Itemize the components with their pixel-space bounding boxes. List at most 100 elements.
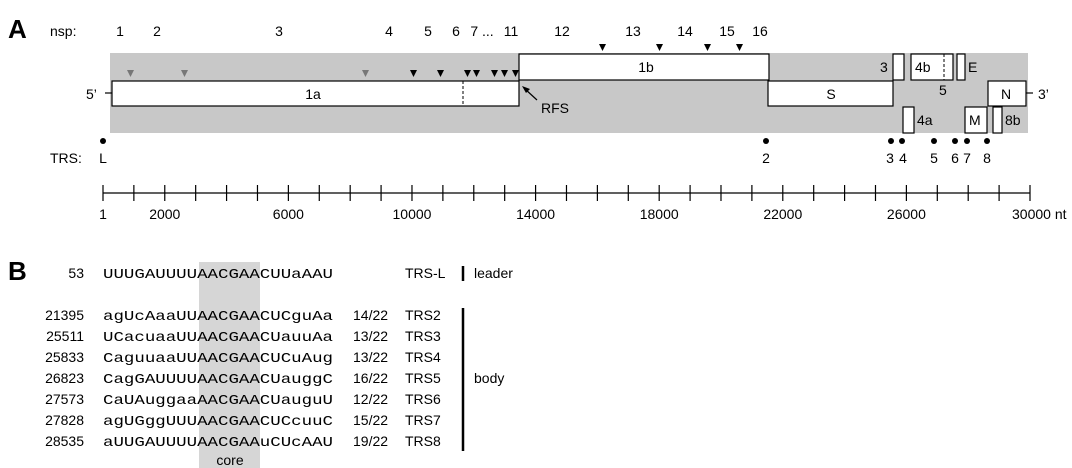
nsp-number: 15 (719, 23, 735, 39)
body-trs-name: TRS2 (405, 307, 441, 323)
gene-boxes (111, 53, 1027, 134)
rfs-label: RFS (541, 100, 569, 116)
core-highlight (199, 262, 260, 468)
cleavage-marker (464, 70, 471, 77)
trs-dots (100, 138, 990, 144)
body-row: 25833 CaguuaaUUAACGAACUCuAug 13/22 TRS4 (45, 349, 441, 367)
nsp-number: 16 (752, 23, 768, 39)
nsp-number: 1 (116, 23, 124, 39)
gene-label-e: E (968, 59, 977, 75)
nsp-number: 14 (677, 23, 693, 39)
nsp-label: nsp: (50, 23, 76, 39)
trs-marker-label: 4 (899, 150, 907, 166)
cleavage-marker (362, 70, 369, 77)
leader-position: 53 (68, 265, 84, 281)
gene-8b-box (992, 106, 1003, 134)
trs-dot-7 (964, 138, 970, 144)
rfs-arrow (522, 86, 538, 101)
leader-group-label: leader (474, 265, 513, 281)
body-score: 14/22 (353, 307, 388, 323)
gene-3-box (892, 53, 905, 81)
gene-4a-box (902, 106, 915, 134)
nsp-number: 4 (385, 23, 393, 39)
body-trs-name: TRS7 (405, 412, 441, 428)
axis-tick-label: 22000 (763, 206, 802, 222)
trs-marker-label: 5 (930, 150, 938, 166)
trs-dot-3 (888, 138, 894, 144)
gene-label-8b: 8b (1005, 112, 1021, 128)
body-position: 21395 (45, 307, 84, 323)
gene-label-3: 3 (880, 59, 888, 75)
cleavage-marker (599, 44, 606, 51)
cleavage-marker (491, 70, 498, 77)
cleavage-marker (704, 44, 711, 51)
axis-tick-label: 6000 (273, 206, 304, 222)
three-prime-label: 3’ (1038, 86, 1049, 102)
nsp-number: 3 (275, 23, 283, 39)
five-prime-label: 5’ (86, 86, 97, 102)
body-trs-name: TRS6 (405, 391, 441, 407)
gene-labels: 1a 1b S 3 4a 4b 5 E M 8b N (305, 59, 1021, 128)
body-position: 25833 (45, 349, 84, 365)
body-score: 19/22 (353, 433, 388, 449)
cleavage-marker (437, 70, 444, 77)
nsp-number: 13 (625, 23, 641, 39)
axis-tick-label: 14000 (516, 206, 555, 222)
body-trs-name: TRS8 (405, 433, 441, 449)
gene-label-4b: 4b (915, 59, 931, 75)
gene-e-box (956, 53, 966, 81)
body-rows: 21395 agUcAaaUUAACGAACUCguAa 14/22 TRS2 … (45, 307, 441, 451)
gene-label-4a: 4a (917, 112, 933, 128)
body-sequence: agUGggUUUAACGAACUCcuuC (103, 414, 333, 430)
leader-row: 53 UUUGAUUUUAACGAACUUaAAU TRS-L leader (68, 265, 513, 283)
body-position: 27828 (45, 412, 84, 428)
body-score: 15/22 (353, 412, 388, 428)
nsp-numbers: 1 2 3 4 5 6 7 ... 11 12 13 14 15 16 (116, 23, 768, 39)
nsp-number: 5 (424, 23, 432, 39)
nsp-number: 11 (504, 23, 519, 39)
body-sequence: aUUGAUUUUAACGAAuCUcAAU (103, 435, 333, 451)
trs-marker-label: 6 (951, 150, 959, 166)
gene-4b5-box (910, 53, 954, 81)
leader-trs-name: TRS-L (405, 265, 446, 281)
body-position: 27573 (45, 391, 84, 407)
axis-tick-label: 2000 (149, 206, 180, 222)
body-score: 13/22 (353, 349, 388, 365)
body-row: 27573 CaUAuggaaAACGAACUauguU 12/22 TRS6 (45, 391, 441, 409)
trs-marker-label: 2 (762, 150, 770, 166)
gene-label-m: M (969, 112, 981, 128)
cleavage-markers-black (410, 44, 743, 77)
gene-label-1b: 1b (638, 59, 654, 75)
gene-1a-box (111, 80, 520, 107)
body-row: 21395 agUcAaaUUAACGAACUCguAa 14/22 TRS2 (45, 307, 441, 325)
genome-axis-labels: 1 2000 6000 10000 14000 18000 22000 26000 30000 … (99, 206, 1067, 222)
nsp-number: 6 (452, 23, 460, 39)
body-row: 27828 agUGggUUUAACGAACUCcuuC 15/22 TRS7 (45, 412, 441, 430)
nsp-number: 2 (153, 23, 161, 39)
gene-m-box (964, 106, 988, 134)
trs-marker-labels: L 2 3 4 5 6 7 8 (99, 150, 991, 166)
cleavage-marker (181, 70, 188, 77)
trs-marker-label: 8 (983, 150, 991, 166)
body-group-label: body (474, 370, 504, 386)
body-position: 26823 (45, 370, 84, 386)
trs-marker-label: 3 (886, 150, 894, 166)
cleavage-marker (410, 70, 417, 77)
body-trs-name: TRS5 (405, 370, 441, 386)
leader-sequence: UUUGAUUUUAACGAACUUaAAU (103, 267, 333, 283)
cleavage-marker (473, 70, 480, 77)
panel-b-label: B (8, 256, 27, 286)
cleavage-marker (127, 70, 134, 77)
body-sequence: CaUAuggaaAACGAACUauguU (103, 393, 333, 409)
genome-axis-ticks (102, 185, 1031, 201)
cleavage-markers-grey (127, 70, 369, 77)
body-row: 28535 aUUGAUUUUAACGAAuCUcAAU 19/22 TRS8 (45, 433, 441, 451)
panel-a-label: A (8, 14, 27, 44)
body-score: 16/22 (353, 370, 388, 386)
body-score: 13/22 (353, 328, 388, 344)
cleavage-marker (656, 44, 663, 51)
body-row: 26823 CagGAUUUUAACGAACUauggC 16/22 TRS5 (45, 370, 441, 388)
trs-dot-2 (763, 138, 769, 144)
nsp-number: 12 (554, 23, 570, 39)
body-position: 25511 (46, 328, 84, 344)
